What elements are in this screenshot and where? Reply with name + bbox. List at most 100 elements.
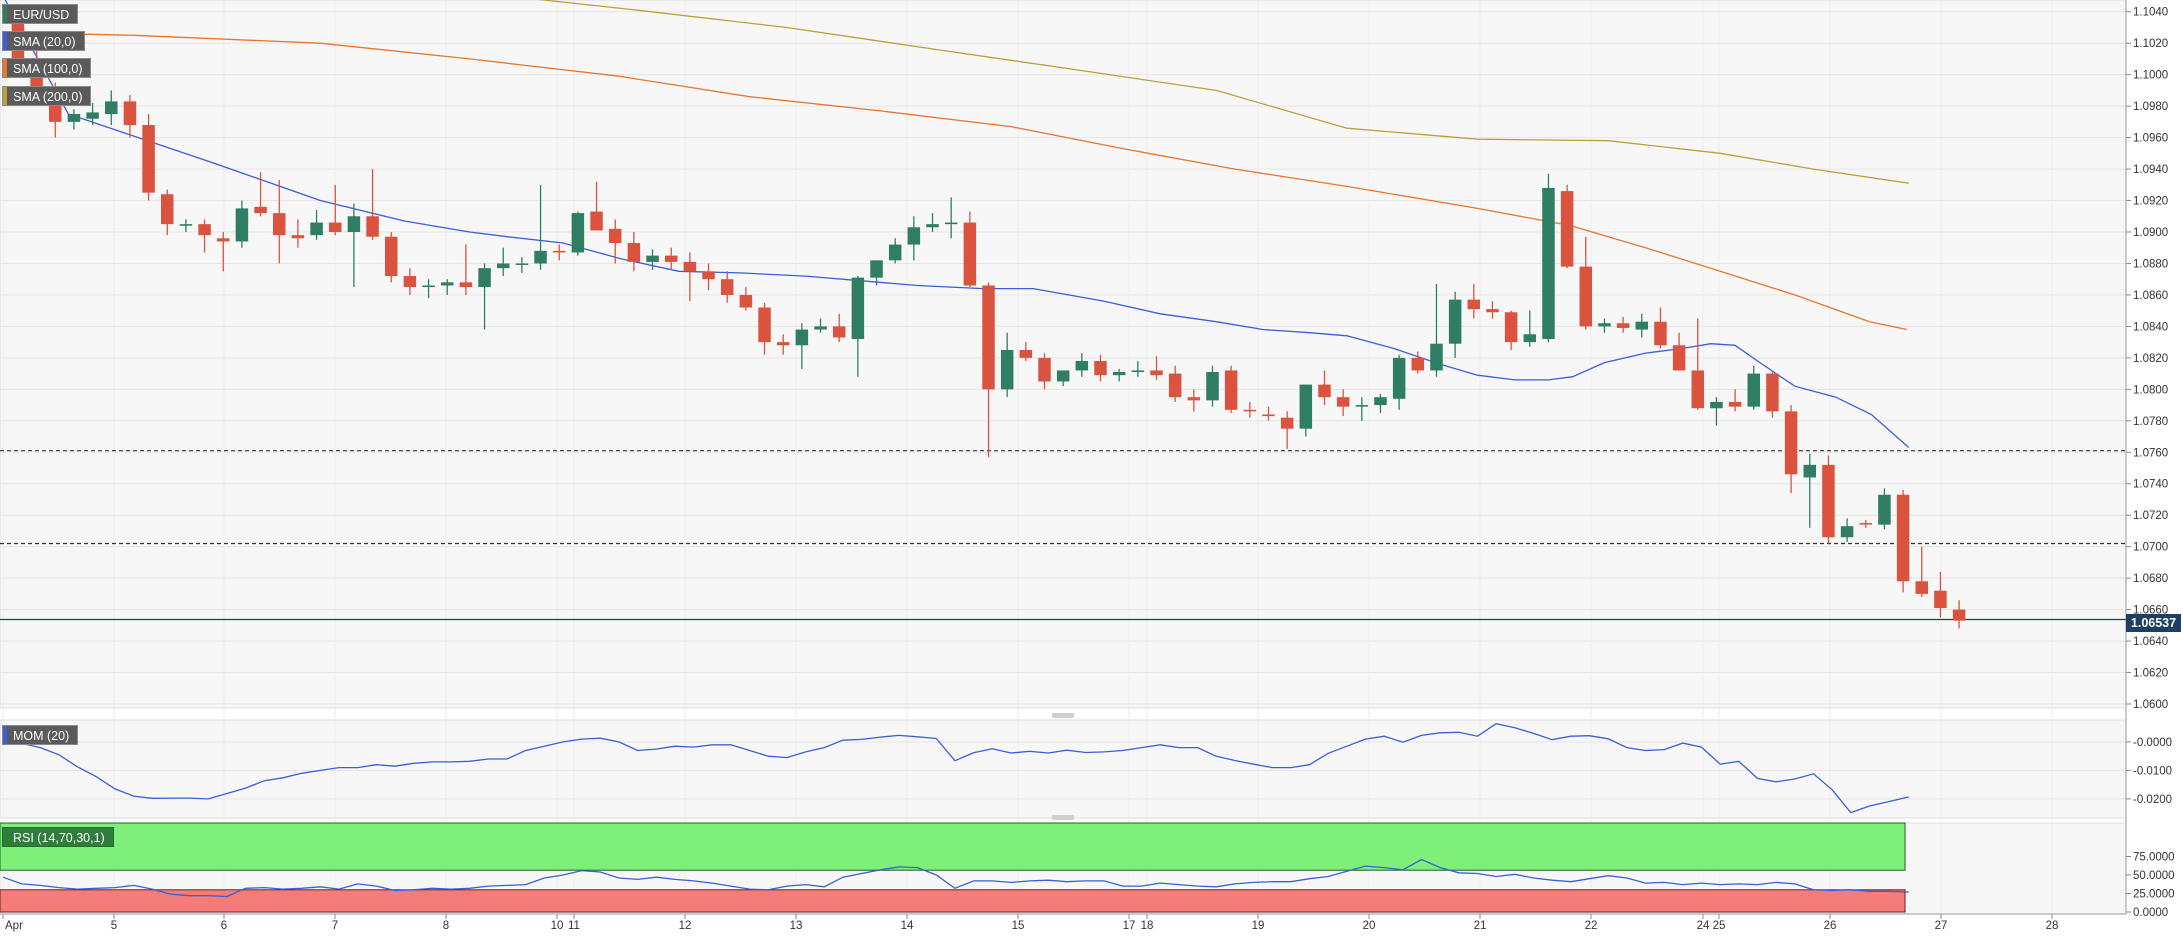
candle[interactable]	[664, 247, 678, 270]
candle[interactable]	[1355, 397, 1369, 421]
candle[interactable]	[198, 219, 211, 253]
candle[interactable]	[1523, 310, 1537, 347]
candle[interactable]	[1952, 600, 1966, 629]
candle[interactable]	[1822, 455, 1835, 544]
candle[interactable]	[1560, 184, 1574, 269]
candle[interactable]	[720, 271, 734, 303]
candle[interactable]	[1262, 406, 1275, 421]
candle[interactable]	[142, 114, 155, 201]
candle[interactable]	[1896, 490, 1910, 593]
candle[interactable]	[608, 219, 622, 264]
candle[interactable]	[1187, 389, 1201, 412]
candle[interactable]	[963, 211, 977, 288]
rsi-splitter-handle[interactable]	[1052, 815, 1074, 820]
candle[interactable]	[1616, 316, 1630, 333]
candle[interactable]	[1056, 370, 1070, 387]
candle[interactable]	[179, 219, 193, 232]
candle[interactable]	[870, 260, 883, 286]
candle[interactable]	[1878, 488, 1891, 530]
candle[interactable]	[627, 232, 641, 272]
candle[interactable]	[403, 268, 417, 295]
candle[interactable]	[1934, 571, 1947, 618]
candle[interactable]	[310, 209, 323, 240]
candle[interactable]	[1000, 332, 1014, 398]
candle[interactable]	[1504, 310, 1518, 350]
candle[interactable]	[1448, 291, 1462, 358]
candle[interactable]	[1579, 236, 1593, 330]
candle[interactable]	[235, 200, 249, 248]
candle[interactable]	[1728, 389, 1742, 412]
candle[interactable]	[496, 247, 510, 277]
candle[interactable]	[1542, 173, 1555, 343]
candle[interactable]	[422, 279, 435, 299]
candle[interactable]	[907, 216, 921, 261]
candle[interactable]	[1840, 518, 1854, 542]
candle[interactable]	[328, 184, 342, 236]
candle[interactable]	[1598, 318, 1611, 333]
candle[interactable]	[478, 263, 491, 330]
candle[interactable]	[1784, 405, 1798, 494]
candle[interactable]	[1318, 370, 1331, 406]
candle[interactable]	[1075, 353, 1089, 377]
candle[interactable]	[1131, 361, 1145, 377]
candle[interactable]	[982, 282, 995, 457]
candle[interactable]	[571, 211, 585, 256]
candle[interactable]	[1672, 332, 1686, 371]
candle[interactable]	[1803, 453, 1817, 528]
candle[interactable]	[1336, 389, 1350, 417]
candle[interactable]	[384, 232, 398, 283]
candle[interactable]	[944, 197, 958, 239]
candle[interactable]	[1094, 354, 1107, 382]
candle[interactable]	[795, 323, 809, 369]
candle[interactable]	[216, 232, 230, 272]
candle[interactable]	[534, 184, 547, 270]
candle[interactable]	[832, 313, 846, 343]
candle[interactable]	[1691, 318, 1705, 410]
candle[interactable]	[739, 287, 753, 311]
candle[interactable]	[1430, 283, 1443, 377]
candle[interactable]	[552, 244, 566, 261]
mom-splitter-handle[interactable]	[1052, 713, 1074, 718]
candle[interactable]	[1411, 351, 1425, 374]
candle[interactable]	[1224, 365, 1238, 413]
candle[interactable]	[1747, 365, 1761, 410]
candle[interactable]	[1654, 307, 1667, 349]
candle[interactable]	[758, 302, 771, 355]
candle[interactable]	[161, 189, 174, 236]
candle[interactable]	[1243, 401, 1257, 418]
candle[interactable]	[1915, 546, 1929, 598]
candle[interactable]	[1280, 411, 1294, 450]
candle[interactable]	[1112, 368, 1126, 382]
candle[interactable]	[1038, 353, 1051, 390]
candle[interactable]	[347, 203, 361, 288]
candle[interactable]	[459, 244, 473, 295]
candle[interactable]	[86, 102, 99, 126]
candle[interactable]	[1299, 384, 1313, 437]
candle[interactable]	[926, 213, 939, 232]
candle[interactable]	[776, 334, 790, 355]
candle[interactable]	[1467, 283, 1481, 319]
candle[interactable]	[646, 249, 659, 270]
candle[interactable]	[1766, 372, 1779, 418]
candle[interactable]	[272, 180, 286, 264]
candle[interactable]	[590, 181, 603, 231]
candle[interactable]	[254, 172, 267, 217]
candle[interactable]	[1486, 301, 1499, 319]
candle[interactable]	[851, 276, 865, 377]
candle[interactable]	[67, 109, 81, 130]
candle[interactable]	[814, 318, 827, 333]
candle[interactable]	[1168, 365, 1182, 402]
candle[interactable]	[1150, 356, 1163, 380]
candle[interactable]	[683, 252, 697, 302]
candle[interactable]	[1710, 397, 1723, 426]
candle[interactable]	[1206, 365, 1219, 407]
candle[interactable]	[1392, 354, 1406, 410]
candle[interactable]	[1374, 394, 1387, 413]
candle[interactable]	[105, 90, 118, 126]
candle[interactable]	[1635, 313, 1649, 338]
candle[interactable]	[291, 219, 305, 248]
candle[interactable]	[702, 263, 715, 291]
candle[interactable]	[366, 169, 379, 240]
candle[interactable]	[515, 257, 529, 273]
